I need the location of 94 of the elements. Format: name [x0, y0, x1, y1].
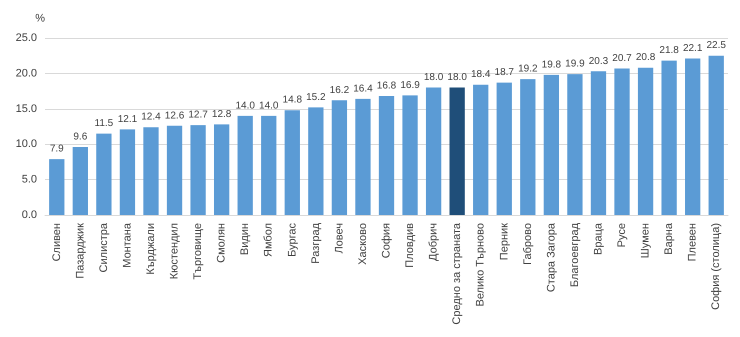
x-tick-label: Кюстендил [168, 223, 181, 280]
x-tick-label: Пазарджик [74, 222, 86, 279]
x-tick-label: Средно за страната [451, 222, 464, 325]
x-tick-label: Ямбол [262, 223, 275, 257]
data-label: 22.1 [682, 43, 703, 54]
x-tick-label: Бургас [286, 222, 298, 257]
bar [214, 124, 230, 215]
bar [614, 68, 630, 215]
bar [473, 84, 488, 215]
data-label: 20.7 [612, 52, 632, 64]
x-tick-label: София (столица) [710, 223, 722, 310]
data-label: 12.6 [164, 110, 185, 122]
x-tick-label: Кърджали [144, 223, 157, 275]
data-label: 14.8 [282, 94, 302, 106]
x-tick-label: Варна [663, 222, 676, 255]
data-label: 18.0 [447, 72, 468, 84]
x-tick-label: Благоевград [568, 222, 581, 288]
data-label: 16.2 [330, 84, 350, 96]
x-tick-label: Велико Търново [474, 223, 487, 307]
x-tick-label: Монтана [121, 222, 134, 268]
data-label: 16.9 [400, 80, 420, 91]
x-tick-label: Силистра [98, 222, 110, 272]
y-tick-label: 5.0 [22, 174, 37, 186]
data-label: 19.9 [565, 58, 586, 70]
y-tick-label: 10.0 [16, 138, 37, 150]
bar [544, 74, 560, 215]
bar [402, 95, 418, 215]
bar [284, 110, 300, 215]
x-tick-label: Пловдив [404, 222, 416, 268]
data-label: 12.8 [212, 108, 232, 120]
x-tick-label: Русе [616, 223, 628, 248]
bar [143, 127, 159, 215]
x-tick-label: Търговище [192, 223, 204, 280]
data-label: 11.5 [94, 118, 114, 130]
data-label: 16.4 [353, 83, 374, 94]
x-tick-label: Видин [239, 223, 252, 256]
x-tick-label: Ловеч [333, 223, 346, 254]
x-tick-label: Стара Загора [545, 222, 558, 292]
bar [261, 116, 276, 215]
data-label: 18.7 [494, 67, 514, 78]
data-label: 19.8 [542, 59, 562, 70]
bar [378, 96, 394, 215]
x-tick-label: Габрово [522, 223, 534, 265]
x-tick-label: Шумен [640, 223, 652, 258]
y-tick-label: 20.0 [16, 67, 37, 80]
bar [308, 107, 324, 215]
y-tick-label: 15.0 [16, 102, 37, 115]
data-label: 18.4 [470, 69, 491, 80]
y-tick-label: 25.0 [16, 32, 37, 44]
bar [96, 134, 112, 215]
x-tick-label: Плевен [686, 223, 699, 262]
data-label: 14.0 [259, 100, 279, 112]
bar [496, 82, 512, 215]
x-tick-label: Добрич [428, 223, 440, 261]
x-tick-label: Смолян [216, 223, 228, 263]
data-label: 22.5 [706, 40, 726, 52]
x-tick-label: Сливен [50, 223, 63, 262]
data-label: 12.4 [141, 112, 162, 123]
bar [661, 60, 677, 215]
bar [332, 100, 348, 215]
bar [355, 98, 371, 215]
bar [426, 88, 442, 215]
x-tick-label: Перник [498, 222, 510, 260]
bar [190, 125, 206, 215]
data-label: 14.0 [235, 100, 256, 112]
x-tick-label: София [380, 222, 392, 258]
x-tick-label: Разград [310, 222, 322, 264]
data-label: 7.9 [50, 144, 64, 155]
x-tick-label: Хасково [356, 223, 369, 265]
y-tick-label: 0.0 [22, 209, 37, 221]
data-label: 21.8 [659, 45, 680, 56]
data-label: 15.2 [306, 92, 326, 103]
bar [238, 116, 253, 215]
bar [590, 71, 606, 215]
data-label: 12.1 [118, 114, 138, 125]
data-label: 20.3 [588, 56, 609, 67]
data-label: 19.2 [518, 64, 538, 75]
bar [49, 159, 64, 215]
x-tick-label: Враца [592, 222, 604, 255]
data-label: 20.8 [636, 52, 656, 64]
bar [520, 79, 536, 215]
bar [450, 88, 465, 215]
data-label: 16.8 [376, 80, 397, 92]
bar [638, 68, 654, 215]
data-label: 12.7 [188, 110, 208, 121]
bar [72, 147, 88, 215]
y-axis-title: % [35, 12, 46, 24]
bar [166, 126, 182, 215]
data-label: 9.6 [73, 132, 88, 143]
bar [708, 56, 724, 215]
bar [120, 129, 136, 215]
bar [567, 74, 583, 215]
bar [685, 58, 700, 215]
data-label: 18.0 [424, 72, 444, 84]
